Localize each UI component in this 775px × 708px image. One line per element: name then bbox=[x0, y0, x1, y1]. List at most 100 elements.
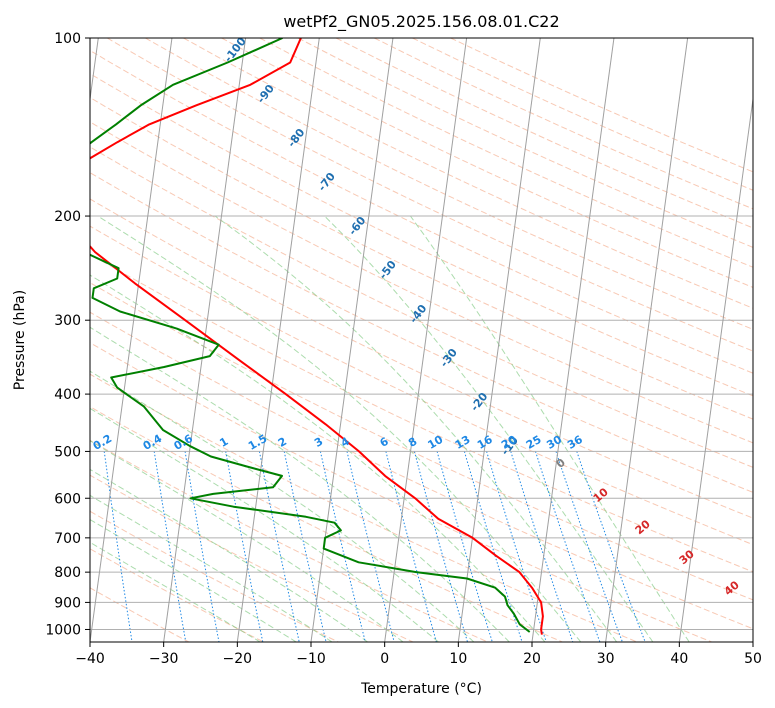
isotherm-grid-line bbox=[90, 38, 173, 642]
moist-adiabat-label: 40 bbox=[722, 578, 742, 598]
mixing-ratio-label: 16 bbox=[475, 433, 495, 452]
dry-adiabat bbox=[90, 510, 339, 642]
moist-adiabat bbox=[90, 494, 333, 642]
dry-adiabat-label: -60 bbox=[346, 214, 369, 238]
mixing-ratio-line bbox=[184, 451, 220, 642]
dry-adiabat-label: -40 bbox=[407, 302, 430, 326]
dry-adiabat-label: -90 bbox=[255, 82, 278, 106]
y-tick-label: 600 bbox=[54, 491, 81, 507]
moist-adiabat bbox=[90, 468, 368, 642]
dry-adiabat bbox=[90, 311, 753, 630]
dewpoint-profile bbox=[90, 38, 531, 633]
dry-adiabat bbox=[106, 38, 753, 352]
x-tick-label: 40 bbox=[670, 651, 688, 667]
grid-lines bbox=[90, 38, 753, 642]
y-tick-label: 100 bbox=[54, 31, 81, 47]
isotherm-grid-line bbox=[236, 38, 320, 642]
y-tick-label: 1000 bbox=[45, 622, 81, 638]
mixing-ratio-line bbox=[346, 451, 395, 642]
mixing-ratio-label: 6 bbox=[378, 435, 391, 450]
mixing-ratio-label: 36 bbox=[565, 433, 585, 452]
mixing-ratio-line bbox=[225, 451, 264, 642]
dry-adiabat bbox=[90, 548, 264, 642]
mixing-ratio-label: 4 bbox=[339, 435, 352, 450]
dry-adiabat-label: -100 bbox=[222, 35, 249, 65]
dry-adiabat bbox=[90, 253, 753, 573]
temperature-profile bbox=[90, 38, 544, 635]
mixing-ratio-line bbox=[413, 451, 468, 642]
dry-adiabat bbox=[221, 38, 753, 288]
isotherm-grid-line bbox=[678, 95, 753, 642]
moist-adiabat bbox=[90, 274, 546, 642]
x-tick-label: −40 bbox=[75, 651, 105, 667]
x-tick-label: 50 bbox=[744, 651, 762, 667]
y-tick-label: 500 bbox=[54, 444, 81, 460]
x-tick-label: −20 bbox=[223, 651, 253, 667]
dry-adiabat-label: -20 bbox=[468, 390, 491, 414]
mixing-ratio-line bbox=[385, 451, 437, 642]
moist-adiabat bbox=[409, 215, 690, 642]
y-axis: 100 200 300 400 500 600 700 800 900 1000 bbox=[45, 31, 90, 638]
line-labels: -100-90-80-70-60-50-40-30-20-100.1 0.2 0.4… bbox=[91, 35, 742, 598]
chart-title: wetPf2_GN05.2025.156.08.01.C22 bbox=[283, 12, 559, 32]
moist-adiabat-label: 30 bbox=[677, 547, 697, 567]
y-tick-label: 900 bbox=[54, 595, 81, 611]
x-axis-label: Temperature (°C) bbox=[360, 681, 482, 697]
isotherm-grid-line bbox=[605, 38, 689, 642]
plot-area: -100-90-80-70-60-50-40-30-20-100.1 0.2 0.4… bbox=[90, 35, 753, 642]
moist-adiabat-label: 20 bbox=[633, 517, 653, 537]
mixing-ratio-line bbox=[576, 451, 646, 642]
x-tick-label: −30 bbox=[149, 651, 179, 667]
mixing-ratio-line bbox=[510, 451, 574, 642]
moist-adiabat bbox=[97, 215, 582, 642]
dry-adiabat bbox=[183, 38, 753, 309]
y-axis-label: Pressure (hPa) bbox=[12, 290, 28, 390]
x-tick-label: 0 bbox=[380, 651, 389, 667]
dry-adiabat bbox=[90, 439, 488, 642]
plot-frame bbox=[89, 37, 754, 643]
mixing-ratio-line bbox=[153, 451, 187, 642]
dry-adiabat bbox=[90, 49, 753, 374]
isotherm-grid-line bbox=[90, 38, 99, 103]
mixing-ratio-line bbox=[535, 451, 601, 642]
dry-adiabat bbox=[90, 121, 753, 444]
dry-adiabat bbox=[145, 38, 753, 330]
dry-adiabat-label: -70 bbox=[316, 170, 339, 194]
y-tick-label: 400 bbox=[54, 387, 81, 403]
mixing-ratio-line bbox=[319, 451, 366, 642]
isotherm-grid-line bbox=[531, 38, 615, 642]
x-tick-label: 20 bbox=[523, 651, 541, 667]
dry-adiabat bbox=[90, 146, 753, 468]
moist-adiabat bbox=[90, 326, 510, 642]
y-tick-label: 300 bbox=[54, 313, 81, 329]
dry-adiabat bbox=[90, 198, 753, 519]
dry-adiabat bbox=[259, 38, 753, 268]
mixing-ratio-label: 30 bbox=[544, 433, 564, 452]
dry-adiabat bbox=[90, 282, 753, 601]
mixing-ratio-label: 10 bbox=[425, 433, 445, 452]
dry-adiabat bbox=[90, 225, 753, 546]
x-tick-label: 30 bbox=[597, 651, 615, 667]
x-axis: −40 −30 −20 −10 0 10 20 30 40 50 bbox=[75, 642, 762, 667]
mixing-ratio-label: 2 bbox=[276, 435, 289, 450]
y-tick-label: 200 bbox=[54, 209, 81, 225]
moist-adiabat bbox=[324, 215, 654, 642]
background-lines bbox=[90, 38, 753, 642]
mixing-ratio-line bbox=[486, 451, 547, 642]
mixing-ratio-line bbox=[103, 451, 133, 642]
moist-adiabat bbox=[214, 215, 618, 642]
moist-adiabat bbox=[90, 440, 404, 642]
moist-adiabat bbox=[90, 370, 475, 642]
dry-adiabat bbox=[90, 342, 712, 642]
y-tick-label: 800 bbox=[54, 565, 81, 581]
profile-series bbox=[90, 38, 544, 635]
dry-adiabat bbox=[90, 406, 563, 642]
isotherm-grid-line bbox=[384, 38, 468, 642]
x-tick-label: 10 bbox=[449, 651, 467, 667]
mixing-ratio-line bbox=[283, 451, 327, 642]
dry-adiabat bbox=[90, 96, 753, 420]
isotherm-grid-line bbox=[752, 638, 753, 642]
mixing-ratio-label: 13 bbox=[453, 433, 473, 452]
dry-adiabat bbox=[374, 38, 753, 210]
